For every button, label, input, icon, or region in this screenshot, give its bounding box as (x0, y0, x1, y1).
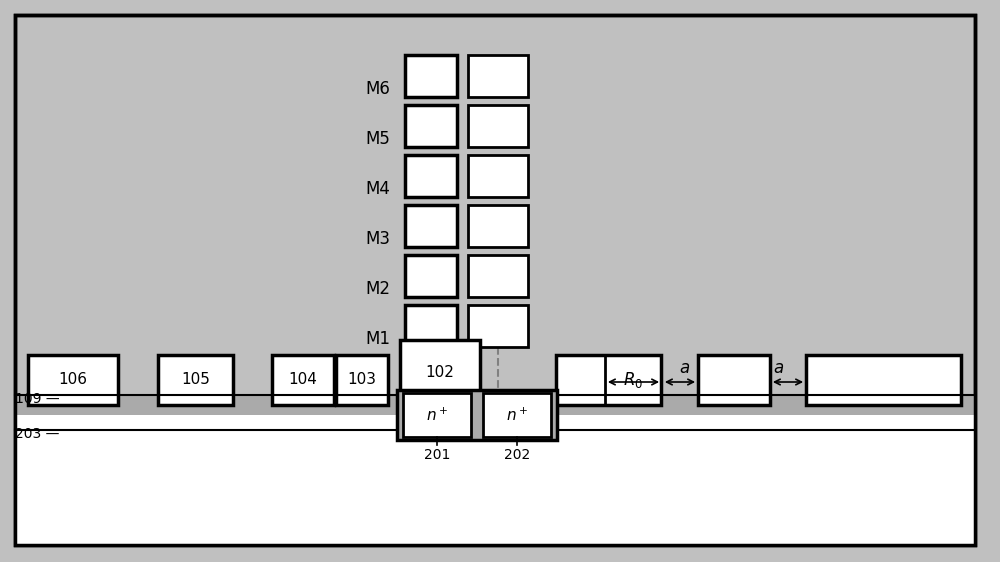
Bar (556, 355, 661, 405)
Bar (405, 305, 457, 347)
Bar (15, 415, 975, 545)
Bar (468, 55, 528, 97)
Text: 106: 106 (58, 373, 88, 388)
Bar (806, 355, 961, 405)
Text: $\mathit{R_0}$: $\mathit{R_0}$ (623, 370, 644, 390)
Bar (15, 395, 975, 415)
Bar (28, 355, 118, 405)
Bar (336, 355, 388, 405)
Text: 104: 104 (289, 373, 317, 388)
Text: $\mathit{a}$: $\mathit{a}$ (679, 359, 691, 377)
Bar (405, 205, 457, 247)
Text: 201: 201 (424, 448, 450, 462)
Text: M3: M3 (365, 230, 390, 248)
Bar (468, 255, 528, 297)
Bar (272, 355, 334, 405)
Bar (468, 155, 528, 197)
Bar (405, 255, 457, 297)
Bar (405, 105, 457, 147)
Bar (698, 355, 770, 405)
Text: 103: 103 (348, 373, 376, 388)
Text: $\mathit{a}$: $\mathit{a}$ (773, 359, 785, 377)
Bar (405, 155, 457, 197)
Bar (400, 340, 480, 405)
Bar (468, 105, 528, 147)
Text: $n^+$: $n^+$ (506, 406, 528, 424)
Text: 105: 105 (181, 373, 210, 388)
Text: M4: M4 (365, 180, 390, 198)
Text: 202: 202 (504, 448, 530, 462)
Text: $n^+$: $n^+$ (426, 406, 448, 424)
Bar (483, 393, 551, 437)
Bar (405, 55, 457, 97)
Text: 102: 102 (426, 365, 454, 380)
Bar (397, 390, 557, 440)
Text: M2: M2 (365, 280, 390, 298)
Bar (468, 205, 528, 247)
Bar (403, 393, 471, 437)
Text: M5: M5 (365, 130, 390, 148)
Text: 109 —: 109 — (15, 392, 60, 406)
Bar (468, 305, 528, 347)
Bar (158, 355, 233, 405)
Text: M1: M1 (365, 330, 390, 348)
Text: M6: M6 (365, 80, 390, 98)
Text: 203 —: 203 — (15, 427, 59, 441)
